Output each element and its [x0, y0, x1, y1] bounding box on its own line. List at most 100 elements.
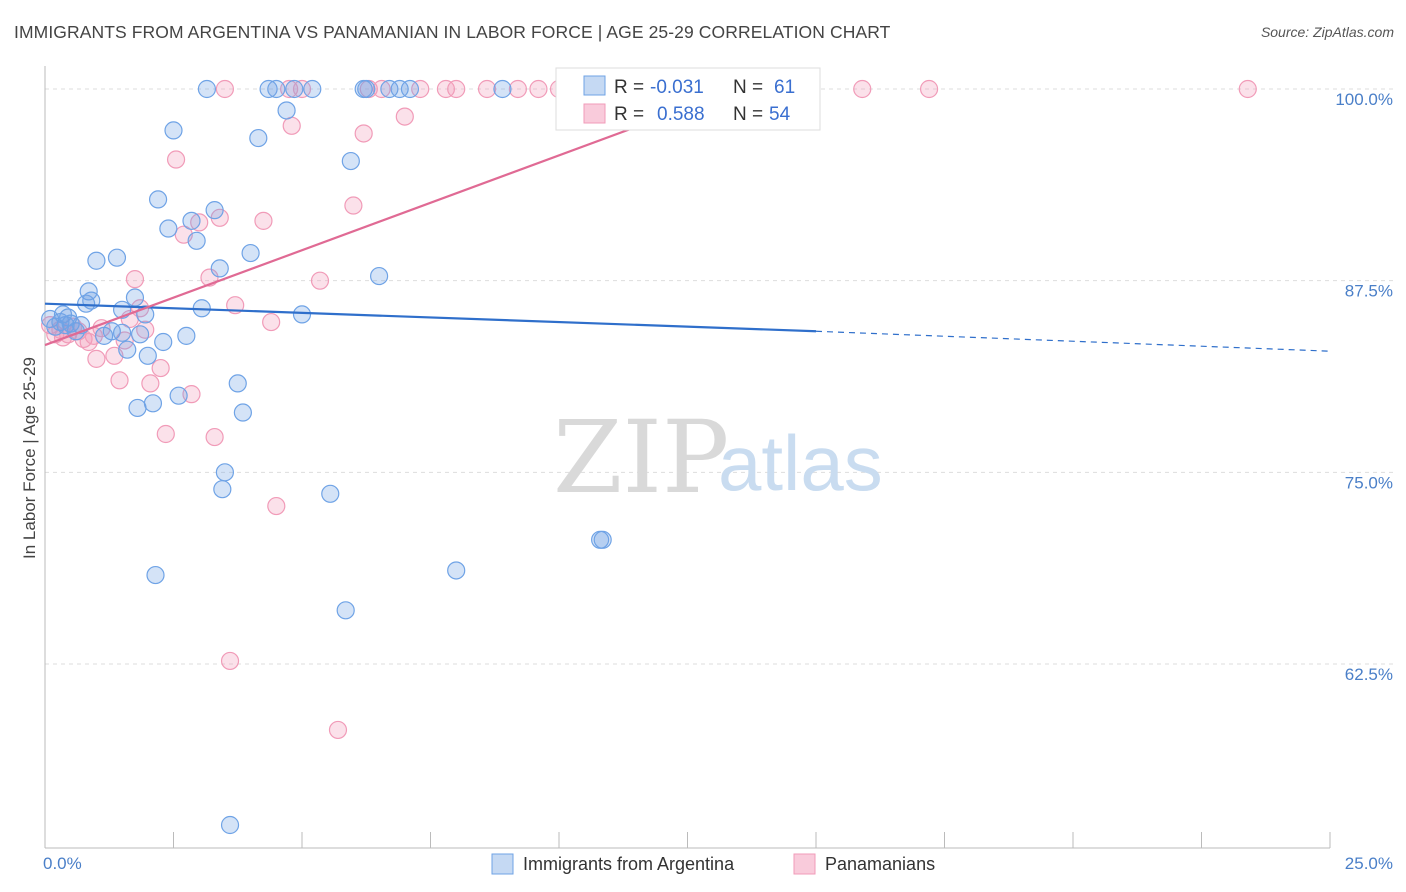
data-point [128, 398, 147, 418]
data-point [156, 424, 175, 444]
data-point [344, 196, 363, 215]
data-point [508, 79, 527, 99]
data-point [125, 288, 145, 307]
data-point [159, 219, 178, 238]
data-point [267, 79, 286, 99]
data-point [228, 374, 247, 393]
data-point [233, 403, 252, 422]
data-point [182, 211, 201, 230]
data-point [336, 601, 355, 620]
data-point [148, 190, 168, 209]
data-point [357, 79, 376, 99]
data-point [292, 79, 312, 99]
data-point [593, 530, 612, 549]
data-point [267, 496, 286, 516]
data-point [138, 346, 157, 365]
data-point [220, 815, 240, 835]
legend-r-value-pink: 0.588 [657, 104, 705, 125]
data-point [143, 394, 163, 413]
data-point [241, 243, 260, 263]
legend-r-label-pink: R = [614, 104, 644, 125]
data-point [118, 340, 137, 359]
data-point [166, 150, 186, 169]
data-point [380, 79, 399, 99]
grid-lines [45, 88, 1395, 665]
data-point [390, 79, 409, 99]
data-point [436, 79, 456, 99]
data-point [210, 259, 229, 278]
data-point [259, 79, 278, 99]
data-point [411, 79, 430, 99]
legend-n-value-blue: 61 [774, 77, 795, 98]
series-argentina [41, 79, 612, 835]
bottom-legend-label-panamanians: Panamanians [825, 854, 935, 874]
data-point [280, 79, 299, 99]
data-point [919, 79, 939, 99]
axes [44, 66, 1331, 849]
bottom-legend-swatch-blue [491, 853, 514, 875]
data-point [447, 79, 466, 99]
data-point [303, 79, 322, 99]
data-point [190, 213, 209, 232]
data-point [130, 325, 150, 344]
data-point [254, 211, 273, 230]
data-point [151, 358, 170, 378]
data-point [53, 305, 73, 324]
data-point [110, 371, 129, 390]
data-point [447, 561, 466, 580]
data-point [87, 251, 106, 270]
trend-line-extension [815, 330, 1331, 352]
legend-r-value-blue: -0.031 [650, 77, 704, 98]
data-point [262, 312, 281, 332]
y-tick-label: 75.0% [1345, 473, 1393, 492]
trend-line [44, 87, 740, 347]
data-point [215, 463, 234, 482]
data-point [107, 248, 127, 267]
data-point [187, 231, 206, 250]
watermark: ZIP atlas [553, 399, 883, 516]
series-legend: Immigrants from Argentina Panamanians [491, 853, 935, 875]
data-point [215, 79, 234, 99]
legend-n-value-pink: 54 [769, 104, 791, 125]
legend-n-label-blue: N = [733, 77, 763, 98]
watermark-atlas: atlas [718, 419, 883, 507]
data-point [205, 427, 224, 447]
x-tick-labels: 0.0% 25.0% [43, 854, 1393, 873]
data-point [146, 565, 165, 585]
y-tick-label: 100.0% [1335, 90, 1393, 109]
correlation-legend: R = -0.031 N = 61 R = 0.588 N = 54 [555, 67, 821, 131]
data-point [87, 349, 106, 368]
y-tick-label: 62.5% [1345, 665, 1393, 684]
data-point [164, 121, 183, 140]
data-point [141, 374, 160, 393]
y-tick-labels: 62.5% 75.0% 87.5% 100.0% [1335, 90, 1393, 684]
x-tick-min: 0.0% [43, 854, 82, 873]
data-point [395, 107, 414, 126]
data-point [285, 79, 304, 99]
data-point [370, 266, 389, 286]
legend-swatch-pink [583, 103, 606, 124]
data-point [400, 79, 420, 99]
data-point [177, 326, 196, 345]
data-point [321, 484, 340, 503]
chart-title: IMMIGRANTS FROM ARGENTINA VS PANAMANIAN … [14, 22, 891, 42]
data-point [477, 79, 497, 99]
data-point [1238, 79, 1257, 99]
series-panamanians [41, 79, 1257, 740]
data-point [220, 651, 240, 671]
data-point [529, 79, 548, 99]
y-axis-label: In Labor Force | Age 25-29 [20, 357, 39, 559]
data-point [292, 305, 312, 324]
data-point [310, 271, 330, 290]
data-point [493, 79, 512, 99]
data-point [169, 386, 188, 405]
x-tick-max: 25.0% [1345, 854, 1393, 873]
data-point [125, 270, 145, 289]
bottom-legend-label-argentina: Immigrants from Argentina [523, 854, 735, 874]
data-point [354, 124, 373, 143]
source-note: Source: ZipAtlas.com [1260, 24, 1394, 40]
data-point [328, 720, 348, 740]
data-point [249, 128, 268, 148]
data-point [341, 151, 360, 171]
